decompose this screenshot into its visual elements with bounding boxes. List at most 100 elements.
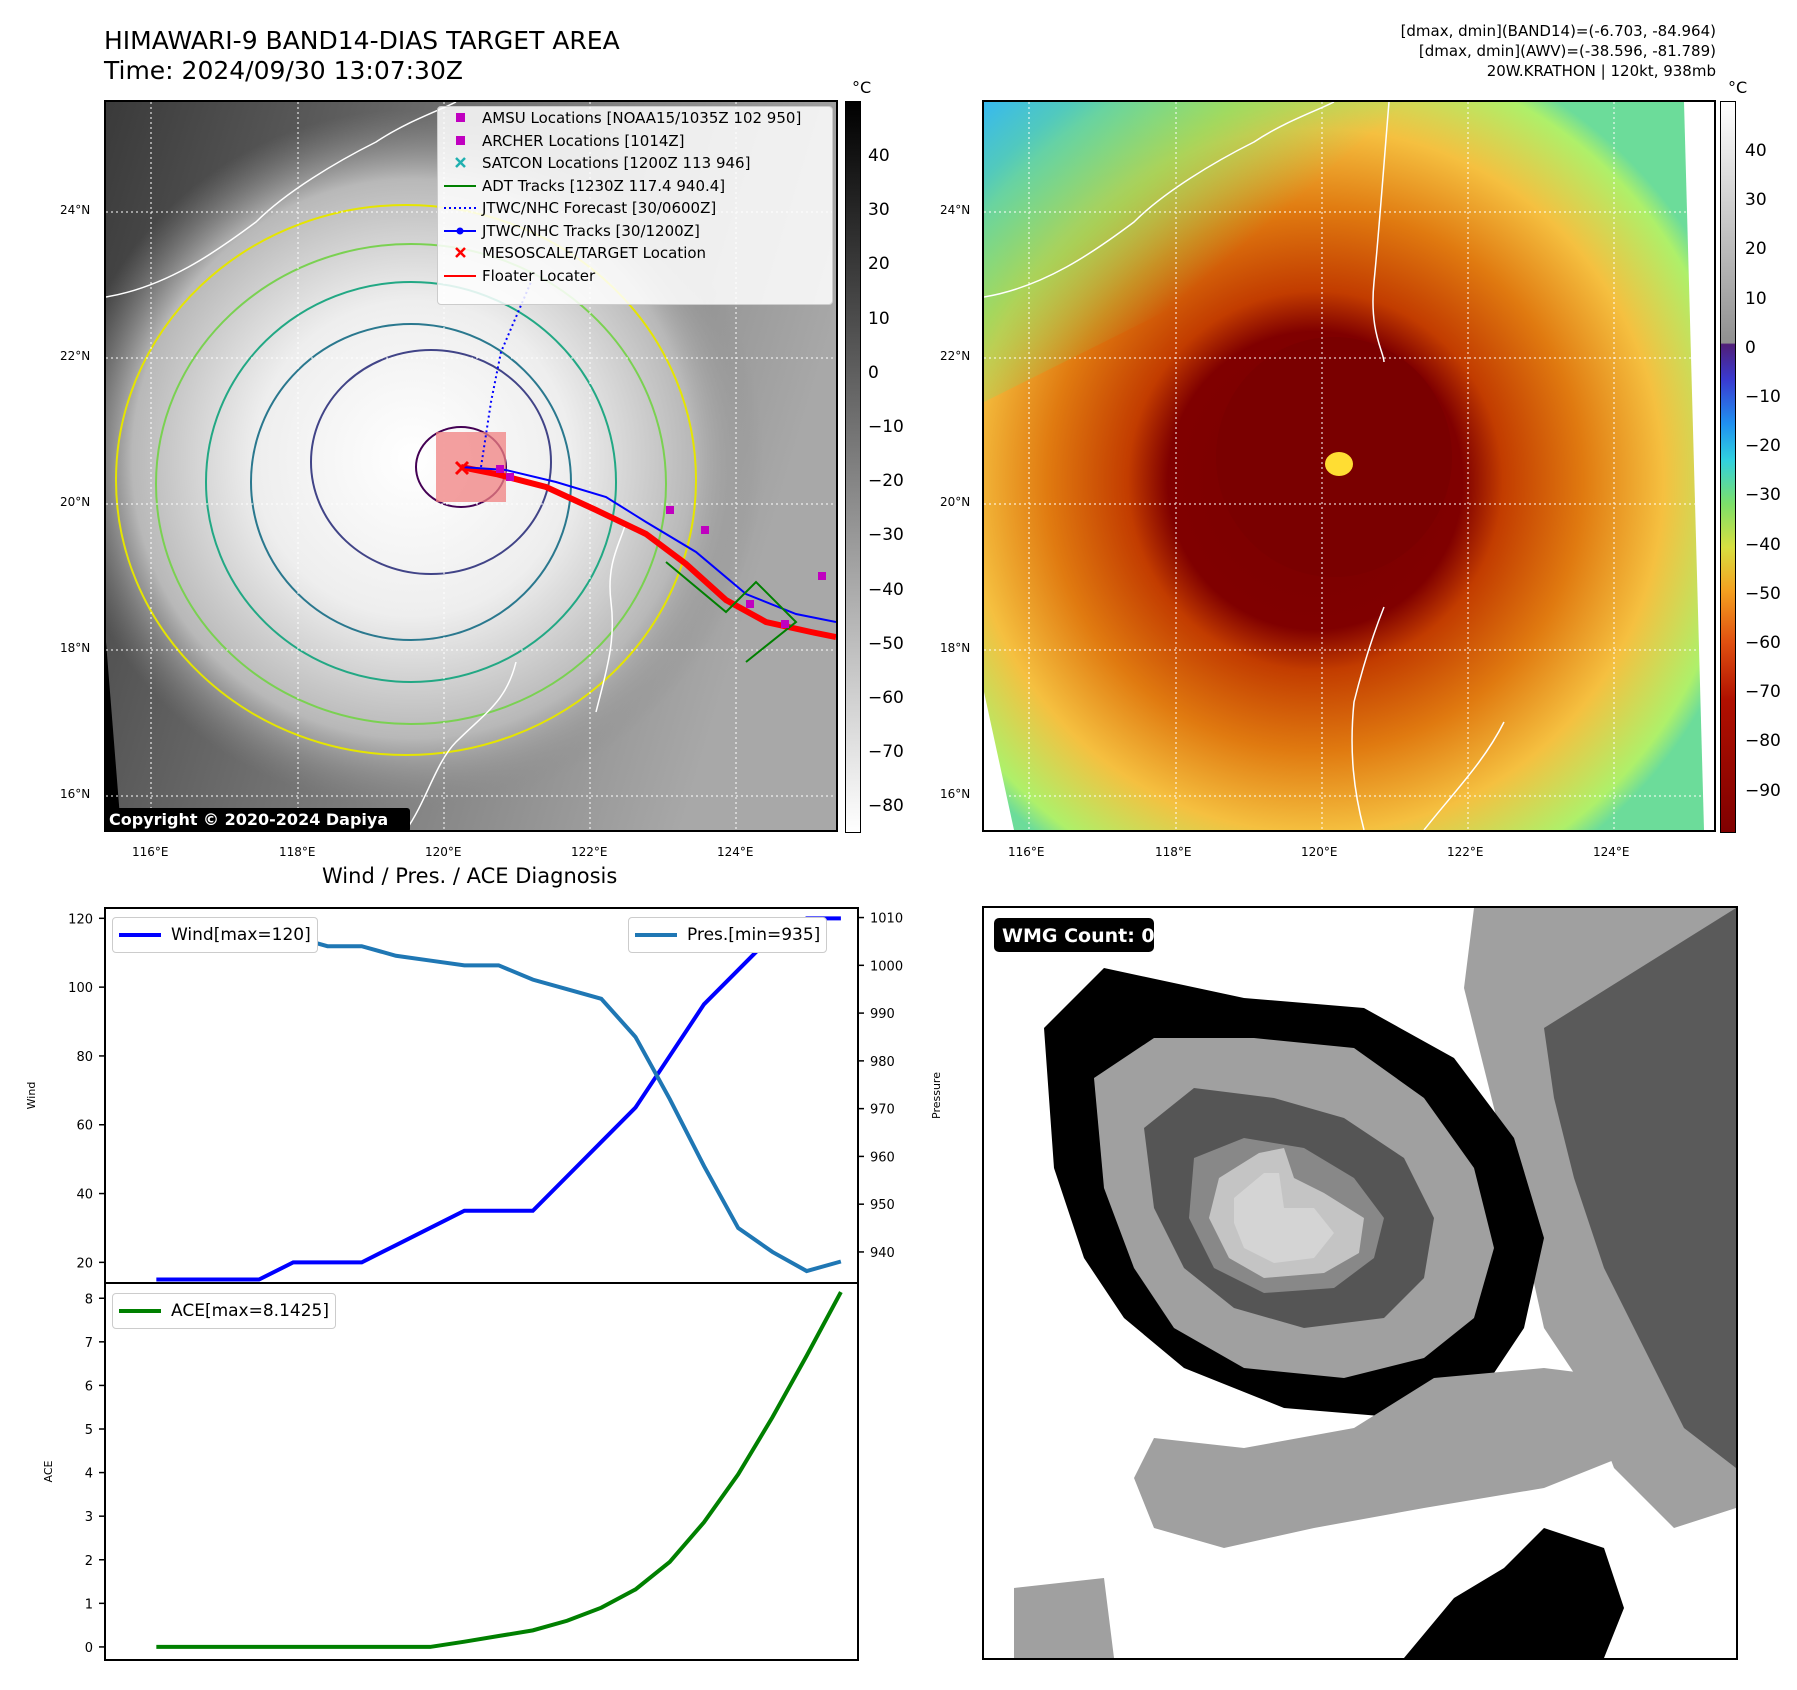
lon-label-116-left: 116°E: [132, 845, 169, 859]
right-colorbar: [1720, 101, 1736, 833]
lon-label-118-right: 118°E: [1155, 845, 1192, 859]
left-colorbar-tick: −10: [868, 417, 904, 437]
right-colorbar-tick: 40: [1745, 141, 1767, 161]
left-colorbar-tick: −70: [868, 742, 904, 763]
ace-ytick-label: 4: [85, 1467, 93, 1482]
diagnosis-title: Wind / Pres. / ACE Diagnosis: [322, 864, 618, 888]
lat-label-18-left: 18°N: [60, 641, 91, 655]
legend-item-archer: ARCHER Locations [1014Z]: [438, 130, 832, 153]
left-colorbar-unit: °C: [852, 78, 872, 97]
wind-ytick-label: 120: [68, 912, 93, 927]
lat-label-18-right: 18°N: [940, 641, 971, 655]
lon-label-122-left: 122°E: [571, 845, 608, 859]
legend-item-adt: ADT Tracks [1230Z 117.4 940.4]: [444, 176, 726, 195]
ace-ytick-label: 8: [85, 1292, 93, 1307]
legend-item-jtwc-forecast: JTWC/NHC Forecast [30/0600Z]: [444, 199, 717, 218]
pressure-ytick-label: 1010: [870, 912, 903, 927]
lat-label-24-left: 24°N: [60, 203, 91, 217]
ace-plot-frame: [104, 1282, 859, 1661]
right-colorbar-tick: −40: [1745, 534, 1781, 555]
map-title-line1: HIMAWARI-9 BAND14-DIAS TARGET AREA: [104, 26, 620, 55]
legend-item-amsu: AMSU Locations [NOAA15/1035Z 102 950]: [438, 107, 832, 130]
wmg-count-badge: WMG Count: 0: [1002, 925, 1155, 947]
pressure-legend: Pres.[min=935]: [628, 917, 828, 953]
right-colorbar-tick: 10: [1745, 288, 1767, 309]
lat-label-16-left: 16°N: [60, 787, 91, 801]
lon-label-116-right: 116°E: [1008, 845, 1045, 859]
right-colorbar-tick: −70: [1745, 682, 1781, 703]
info-line1: [dmax, dmin](BAND14)=(-6.703, -84.964): [1400, 22, 1716, 40]
pressure-ytick-label: 980: [870, 1055, 895, 1070]
left-colorbar-tick: 30: [868, 200, 890, 221]
wind-ytick-label: 40: [76, 1188, 93, 1203]
right-colorbar-tick: −10: [1745, 387, 1781, 407]
lat-label-24-right: 24°N: [940, 203, 971, 217]
legend-item-floater: Floater Locater: [444, 266, 596, 285]
right-colorbar-tick: 0: [1745, 337, 1756, 358]
ace-ytick-label: 5: [85, 1423, 93, 1438]
pressure-ytick-label: 950: [870, 1198, 895, 1213]
legend-item-jtwc-tracks: JTWC/NHC Tracks [30/1200Z]: [438, 220, 832, 243]
right-colorbar-tick: −30: [1745, 485, 1781, 506]
pressure-ytick-label: 940: [870, 1246, 895, 1261]
pressure-ytick-label: 970: [870, 1103, 895, 1118]
left-colorbar-tick: −20: [868, 471, 904, 492]
ir-map-panel: Copyright © 2020-2024 Dapiya AMSU Locati…: [104, 100, 838, 832]
right-colorbar-tick: −60: [1745, 633, 1781, 653]
copyright-badge-bg: [106, 808, 410, 830]
right-colorbar-tick: −90: [1745, 780, 1781, 801]
lon-label-124-left: 124°E: [717, 845, 754, 859]
wind-ytick-label: 80: [76, 1050, 93, 1065]
info-line3: 20W.KRATHON | 120kt, 938mb: [1486, 62, 1716, 80]
wmg-panel: WMG Count: 0: [982, 906, 1738, 1660]
map-title-line2: Time: 2024/09/30 13:07:30Z: [104, 56, 463, 85]
ace-ytick-label: 6: [85, 1379, 93, 1394]
wind-ytick-label: 100: [68, 981, 93, 996]
right-colorbar-unit: °C: [1728, 78, 1748, 97]
left-colorbar-tick: 0: [868, 362, 879, 383]
info-line2: [dmax, dmin](AWV)=(-38.596, -81.789): [1418, 42, 1716, 60]
pressure-ytick-label: 990: [870, 1007, 895, 1022]
left-colorbar-tick: 10: [868, 308, 890, 329]
wind-ytick-label: 20: [76, 1256, 93, 1271]
ace-ytick-label: 3: [85, 1510, 93, 1525]
wind-ytick-label: 60: [76, 1119, 93, 1134]
right-colorbar-tick: −80: [1745, 731, 1781, 752]
left-colorbar-tick: −80: [868, 796, 904, 817]
ace-series-line: [156, 1291, 843, 1649]
wind-ylabel: Wind: [25, 1082, 38, 1110]
right-colorbar-tick: 20: [1745, 239, 1767, 260]
wmg-badge-bg: [994, 918, 1154, 952]
lat-label-20-left: 20°N: [60, 495, 91, 509]
pressure-ytick-label: 960: [870, 1150, 895, 1165]
copyright-badge: Copyright © 2020-2024 Dapiya: [109, 810, 388, 829]
ace-ytick-label: 2: [85, 1554, 93, 1569]
legend-item-satcon: SATCON Locations [1200Z 113 946]: [438, 152, 832, 175]
left-colorbar: [845, 101, 861, 833]
wind-series-line: [156, 916, 841, 1282]
left-colorbar-tick: −60: [868, 688, 904, 708]
ace-subplot: 8 7 6 5 4 3 2 1 0 ACE: [42, 1282, 859, 1661]
wind-legend: Wind[max=120]: [112, 917, 318, 953]
lon-label-122-right: 122°E: [1447, 845, 1484, 859]
lat-label-20-right: 20°N: [940, 495, 971, 509]
left-colorbar-tick: 20: [868, 254, 890, 275]
right-colorbar-tick: 30: [1745, 190, 1767, 211]
ace-ytick-label: 1: [85, 1597, 93, 1612]
ace-ytick-label: 0: [85, 1641, 93, 1656]
lat-label-16-right: 16°N: [940, 787, 971, 801]
wmg-image: WMG Count: 0: [984, 908, 1736, 1658]
left-colorbar-tick: −40: [868, 579, 904, 600]
left-colorbar-tick: 40: [868, 146, 890, 166]
pressure-ytick-label: 1000: [870, 959, 903, 974]
legend-item-mesoscale: MESOSCALE/TARGET Location: [438, 242, 832, 265]
right-colorbar-tick: −50: [1745, 583, 1781, 604]
ace-legend: ACE[max=8.1425]: [112, 1293, 336, 1329]
enhanced-ir-map-image: [984, 102, 1714, 830]
pressure-ylabel: Pressure: [930, 1072, 940, 1119]
ace-ytick-label: 7: [85, 1336, 93, 1351]
lon-label-120-left: 120°E: [425, 845, 462, 859]
lat-label-22-left: 22°N: [60, 349, 91, 363]
diagnosis-chart: 1201008060402010101000990980970960950940…: [25, 907, 940, 1661]
enhanced-ir-map-panel: [982, 100, 1716, 832]
